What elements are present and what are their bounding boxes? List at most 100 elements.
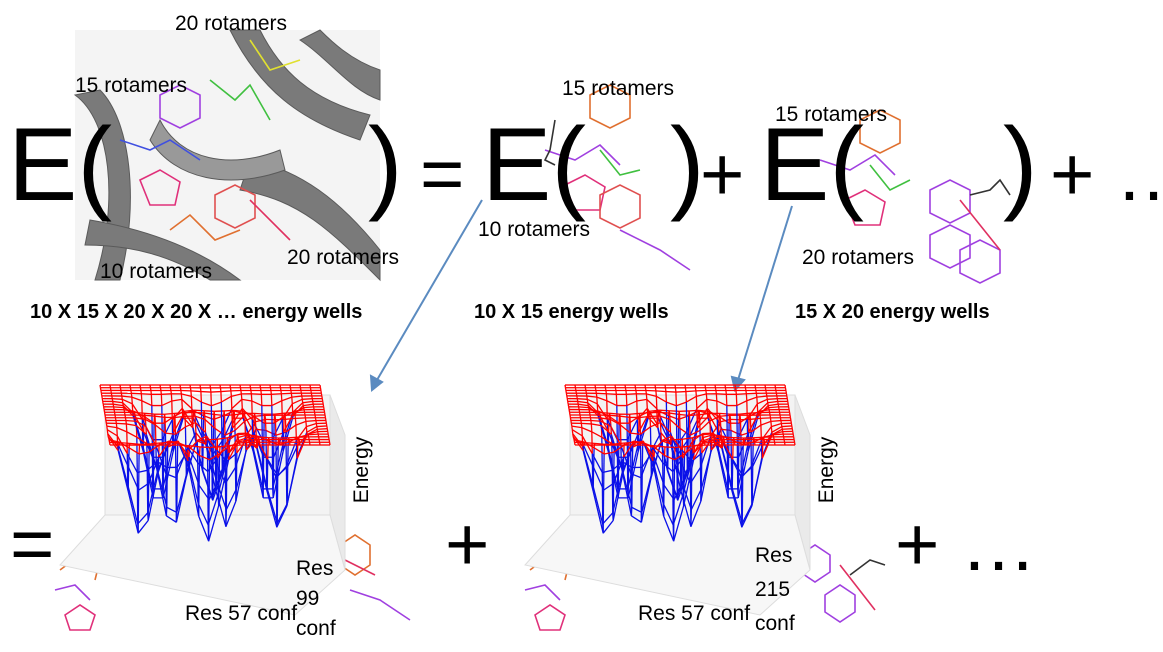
surface-mesh xyxy=(302,399,312,400)
axis-label: Res 57 conf xyxy=(185,602,297,625)
surface-mesh xyxy=(224,410,234,411)
surface-mesh xyxy=(251,394,261,395)
surface-mesh xyxy=(240,442,250,443)
surface-mesh xyxy=(591,421,601,422)
axis-label: conf xyxy=(755,612,795,635)
axis-label: 215 xyxy=(755,578,790,601)
surface-mesh xyxy=(760,418,770,419)
rotamer-label: 20 rotamers xyxy=(802,246,914,269)
rotamer-label: 15 rotamers xyxy=(775,103,887,126)
axis-label: Res 57 conf xyxy=(638,602,750,625)
axis-label: Energy xyxy=(350,436,373,503)
surface-mesh xyxy=(180,445,190,446)
surface-mesh xyxy=(705,442,715,443)
surface-mesh xyxy=(195,412,205,413)
surface-mesh xyxy=(720,415,730,416)
rotamer-label: 10 rotamers xyxy=(478,218,590,241)
surface-mesh xyxy=(610,415,620,416)
surface-mesh xyxy=(585,443,595,444)
surface-mesh xyxy=(675,447,685,448)
surface-mesh xyxy=(204,411,214,412)
equation-symbol: E( xyxy=(482,107,586,223)
surface-mesh xyxy=(210,447,220,448)
surface-mesh xyxy=(295,418,305,419)
surface-mesh xyxy=(669,411,679,412)
rotamer-label: 15 rotamers xyxy=(75,74,187,97)
protein-image xyxy=(75,30,380,280)
surface-mesh xyxy=(724,437,734,438)
surface-mesh xyxy=(194,410,204,411)
equation-symbol: + … xyxy=(895,502,1037,587)
surface-mesh xyxy=(686,391,696,392)
surface-mesh xyxy=(640,413,650,414)
surface-mesh xyxy=(645,445,655,446)
equation-symbol: + xyxy=(445,502,489,587)
surface-mesh xyxy=(306,421,316,422)
surface-mesh xyxy=(656,391,666,392)
surface-mesh xyxy=(754,437,764,438)
surface-mesh xyxy=(635,443,645,444)
surface-mesh xyxy=(767,399,777,400)
surface-mesh xyxy=(221,391,231,392)
equation-symbol: = xyxy=(10,502,54,587)
panel-caption: 15 X 20 energy wells xyxy=(795,301,990,323)
surface-mesh xyxy=(271,394,281,395)
axis-label: 99 xyxy=(296,587,319,610)
surface-mesh xyxy=(289,437,299,438)
surface-mesh xyxy=(769,407,779,408)
surface-mesh xyxy=(771,421,781,422)
surface-mesh xyxy=(577,399,587,400)
rotamer-label: 20 rotamers xyxy=(175,12,287,35)
equation-symbol: = xyxy=(420,132,464,217)
surface-mesh xyxy=(200,447,210,448)
surface-mesh xyxy=(606,394,616,395)
surface-mesh xyxy=(600,413,610,414)
surface-mesh xyxy=(120,443,130,444)
surface-mesh xyxy=(630,413,640,414)
surface-mesh xyxy=(141,394,151,395)
surface-mesh xyxy=(191,391,201,392)
surface-mesh xyxy=(736,394,746,395)
surface-mesh xyxy=(135,413,145,414)
equation-symbol: ) xyxy=(1003,107,1038,223)
surface-mesh xyxy=(581,423,591,424)
equation-symbol: E( xyxy=(8,107,112,223)
surface-mesh xyxy=(275,413,285,414)
surface-mesh xyxy=(112,399,122,400)
surface-mesh xyxy=(304,407,314,408)
panel-caption: 10 X 15 X 20 X 20 X … energy wells xyxy=(30,301,362,323)
surface-mesh xyxy=(782,429,792,430)
surface-mesh xyxy=(773,434,783,435)
surface-mesh xyxy=(317,429,327,430)
surface-mesh xyxy=(665,447,675,448)
axis-label: conf xyxy=(296,617,336,640)
surface-mesh xyxy=(170,443,180,444)
surface-mesh xyxy=(308,434,318,435)
equation-symbol: + xyxy=(700,132,744,217)
surface-mesh xyxy=(317,426,327,427)
surface-mesh xyxy=(165,413,175,414)
surface-mesh xyxy=(579,407,589,408)
surface-mesh xyxy=(126,421,136,422)
rotamer-label: 20 rotamers xyxy=(287,246,399,269)
surface-mesh xyxy=(259,437,269,438)
surface-mesh xyxy=(740,413,750,414)
surface-mesh xyxy=(660,412,670,413)
axis-label: Energy xyxy=(815,436,838,503)
equation-symbol: ) xyxy=(368,107,403,223)
surface-mesh xyxy=(782,426,792,427)
surface-mesh xyxy=(161,394,171,395)
rotamer-label: 15 rotamers xyxy=(562,77,674,100)
surface-mesh xyxy=(626,394,636,395)
rotamer-label: 10 rotamers xyxy=(100,260,212,283)
surface-mesh xyxy=(145,415,155,416)
surface-mesh xyxy=(116,423,126,424)
surface-mesh xyxy=(595,443,605,444)
surface-mesh xyxy=(255,415,265,416)
surface-mesh xyxy=(689,410,699,411)
axis-label: Res xyxy=(296,557,333,580)
surface-mesh xyxy=(720,413,730,414)
surface-mesh xyxy=(659,410,669,411)
diagram: E()=E()+E()+ …20 rotamers15 rotamers10 r… xyxy=(0,0,1163,652)
surface-mesh xyxy=(175,413,185,414)
